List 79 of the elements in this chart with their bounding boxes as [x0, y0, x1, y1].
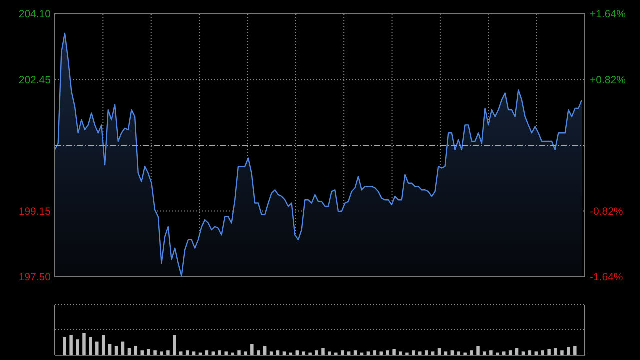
bar [470, 350, 474, 355]
bar [140, 350, 144, 355]
bar [70, 335, 73, 355]
bar [541, 350, 544, 355]
bar [89, 337, 92, 355]
bar [160, 352, 164, 355]
bar [340, 350, 344, 355]
bar [431, 352, 435, 355]
bar [173, 335, 176, 355]
bar [328, 352, 332, 355]
bar [476, 346, 480, 355]
bar [192, 352, 196, 355]
bar [386, 350, 390, 355]
bar [218, 350, 222, 355]
bar [224, 352, 228, 355]
bar [392, 350, 396, 355]
bar [76, 340, 80, 355]
bar [522, 352, 526, 355]
bar [322, 348, 325, 355]
bar [276, 350, 280, 355]
bar [302, 352, 306, 355]
bar [128, 348, 132, 355]
bar [567, 347, 570, 355]
bar [490, 350, 493, 355]
bar [347, 352, 351, 355]
bar [186, 350, 190, 355]
y2-tick-label: +1.64% [590, 8, 626, 21]
bar [508, 350, 512, 355]
y-tick-label: 202.45 [18, 74, 52, 86]
bar [366, 352, 370, 355]
bar [282, 352, 286, 355]
bar [528, 350, 532, 355]
bar [548, 350, 551, 355]
y-tick-label: 197.50 [18, 272, 52, 284]
bar [399, 352, 402, 355]
bar [270, 352, 274, 355]
bar [82, 333, 86, 355]
bar [502, 352, 506, 355]
y2-tick-label: -1.64% [590, 272, 624, 284]
bar [147, 350, 150, 355]
y-tick-label: 204.10 [18, 8, 52, 21]
bar [102, 335, 106, 355]
bar [418, 352, 422, 355]
bar [134, 346, 138, 355]
bar [315, 350, 318, 355]
bar [257, 350, 260, 355]
bar [554, 348, 558, 355]
bar [574, 346, 577, 355]
bar [212, 352, 216, 355]
bar [121, 342, 125, 355]
bar [438, 348, 442, 355]
bar [114, 346, 118, 355]
y2-tick-label: -0.82% [590, 206, 624, 218]
bar [108, 344, 112, 355]
bar [534, 352, 538, 355]
bar [238, 350, 241, 355]
bar [354, 350, 358, 355]
y-tick-label: 199.15 [18, 206, 52, 218]
bar [250, 344, 254, 355]
bar [244, 352, 248, 355]
bar [180, 352, 183, 355]
bar [515, 348, 519, 355]
bar [380, 352, 383, 355]
bar [63, 337, 66, 355]
bar [166, 350, 170, 355]
bar [96, 342, 99, 355]
bar [424, 350, 428, 355]
bar [560, 350, 564, 355]
bar [296, 350, 300, 355]
bar [412, 350, 416, 355]
bar [263, 346, 267, 355]
bar [373, 350, 377, 355]
bar [483, 352, 486, 355]
bar [205, 350, 209, 355]
bar [444, 352, 448, 355]
bar [457, 352, 460, 355]
bar [450, 350, 454, 355]
y2-tick-label: +0.82% [590, 74, 626, 86]
bar [154, 350, 157, 355]
